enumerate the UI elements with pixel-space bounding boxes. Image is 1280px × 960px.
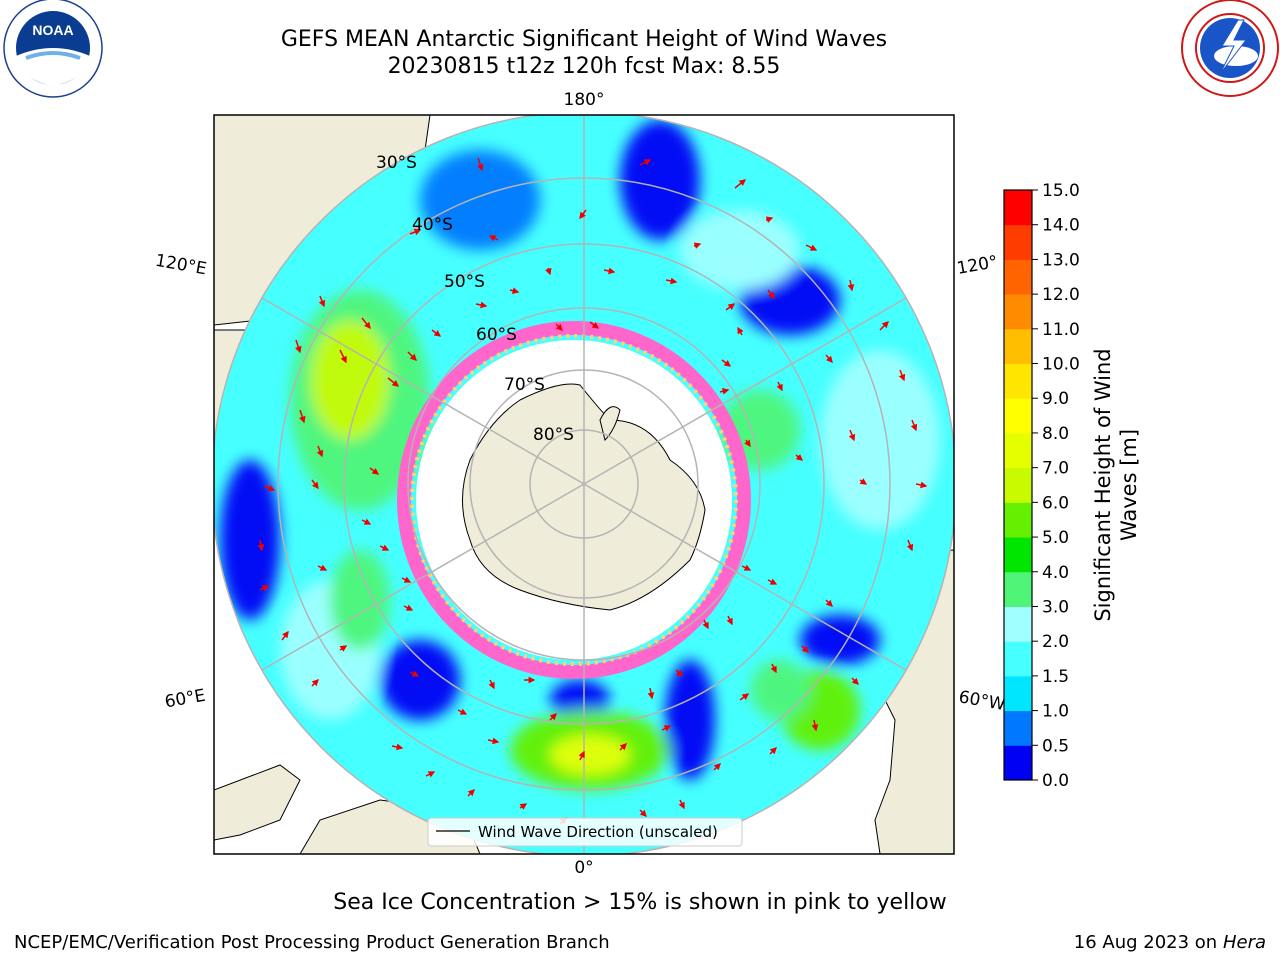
colorbar-band <box>1004 224 1032 260</box>
lat-label-80s: 80°S <box>533 425 574 445</box>
chart-subtitle: 20230815 t12z 120h fcst Max: 8.55 <box>387 54 781 79</box>
colorbar-tick-label: 1.5 <box>1042 667 1069 687</box>
map-frame <box>213 114 955 855</box>
colorbar-band <box>1004 571 1032 607</box>
colorbar-band <box>1004 641 1032 677</box>
lon-label-120w: 120° <box>955 252 999 279</box>
lon-label-180: 180° <box>564 90 605 110</box>
lon-label-0: 0° <box>574 858 593 878</box>
colorbar-tick-label: 9.0 <box>1042 389 1069 409</box>
colorbar-band <box>1004 606 1032 642</box>
colorbar-band <box>1004 363 1032 399</box>
lon-label-60w: 60°W <box>957 687 1007 715</box>
footer-host: Hera <box>1222 932 1266 953</box>
colorbar-tick-label: 6.0 <box>1042 493 1069 513</box>
noaa-logo: NOAA <box>3 0 103 98</box>
footer-date: 16 Aug 2023 on Hera <box>1074 932 1266 953</box>
colorbar-tick-label: 8.0 <box>1042 424 1069 444</box>
lat-label-60s: 60°S <box>476 325 517 345</box>
sea-ice-edge <box>397 321 751 679</box>
footer-credit: NCEP/EMC/Verification Post Processing Pr… <box>14 932 610 953</box>
footer-date-text: 16 Aug 2023 on <box>1073 932 1218 953</box>
nws-logo <box>1181 0 1279 97</box>
chart-title: GEFS MEAN Antarctic Significant Height o… <box>280 27 888 52</box>
colorbar-band <box>1004 432 1032 469</box>
colorbar-band <box>1004 259 1032 295</box>
graticule <box>214 115 954 854</box>
colorbar-tick-label: 14.0 <box>1042 216 1080 236</box>
colorbar-frame <box>1003 189 1033 781</box>
wind-wave-legend-label: Wind Wave Direction (unscaled) <box>478 823 718 841</box>
colorbar-band <box>1004 675 1032 712</box>
lat-label-40s: 40°S <box>412 215 453 235</box>
colorbar-band <box>1004 710 1032 746</box>
colorbar-tick-label: 4.0 <box>1042 563 1069 583</box>
colorbar-band <box>1004 745 1032 781</box>
colorbar-band <box>1004 398 1032 434</box>
sea-ice-note: Sea Ice Concentration > 15% is shown in … <box>333 890 947 915</box>
lat-label-50s: 50°S <box>444 272 485 292</box>
lat-label-70s: 70°S <box>504 375 545 395</box>
colorbar-tick-label: 3.0 <box>1042 597 1069 617</box>
latitude-labels: 30°S 40°S 50°S 60°S 70°S 80°S <box>376 153 574 445</box>
colorbar-tick-label: 0.5 <box>1042 736 1069 756</box>
lon-label-60e: 60°E <box>163 686 207 713</box>
colorbar-tick-label: 13.0 <box>1042 250 1080 270</box>
colorbar-title-line1: Significant Height of Wind <box>1091 348 1115 622</box>
colorbar-band <box>1004 328 1032 365</box>
colorbar: 0.0 0.5 1.0 1.5 2.0 3.0 4.0 5.0 6.0 7.0 8.0 9.0 10.0… <box>1003 181 1080 791</box>
colorbar-tick-label: 10.0 <box>1042 355 1080 375</box>
colorbar-tick-label: 0.0 <box>1042 771 1069 791</box>
wind-wave-legend: Wind Wave Direction (unscaled) <box>427 817 743 847</box>
colorbar-band <box>1004 467 1032 503</box>
colorbar-tick-label: 7.0 <box>1042 459 1069 479</box>
lon-label-120e: 120°E <box>154 251 208 280</box>
colorbar-tick-label: 11.0 <box>1042 320 1080 340</box>
wind-wave-arrows <box>257 157 928 825</box>
colorbar-tick-label: 12.0 <box>1042 285 1080 305</box>
colorbar-band <box>1004 294 1032 330</box>
colorbar-title-line2: Waves [m] <box>1117 428 1141 542</box>
colorbar-band <box>1004 502 1032 538</box>
colorbar-tick-label: 1.0 <box>1042 702 1069 722</box>
colorbar-band <box>1004 190 1032 226</box>
colorbar-tick-label: 2.0 <box>1042 632 1069 652</box>
lat-label-30s: 30°S <box>376 153 417 173</box>
colorbar-tick-label: 15.0 <box>1042 181 1080 201</box>
colorbar-band <box>1004 537 1032 573</box>
noaa-logo-text: NOAA <box>32 22 73 38</box>
colorbar-tick-label: 5.0 <box>1042 528 1069 548</box>
